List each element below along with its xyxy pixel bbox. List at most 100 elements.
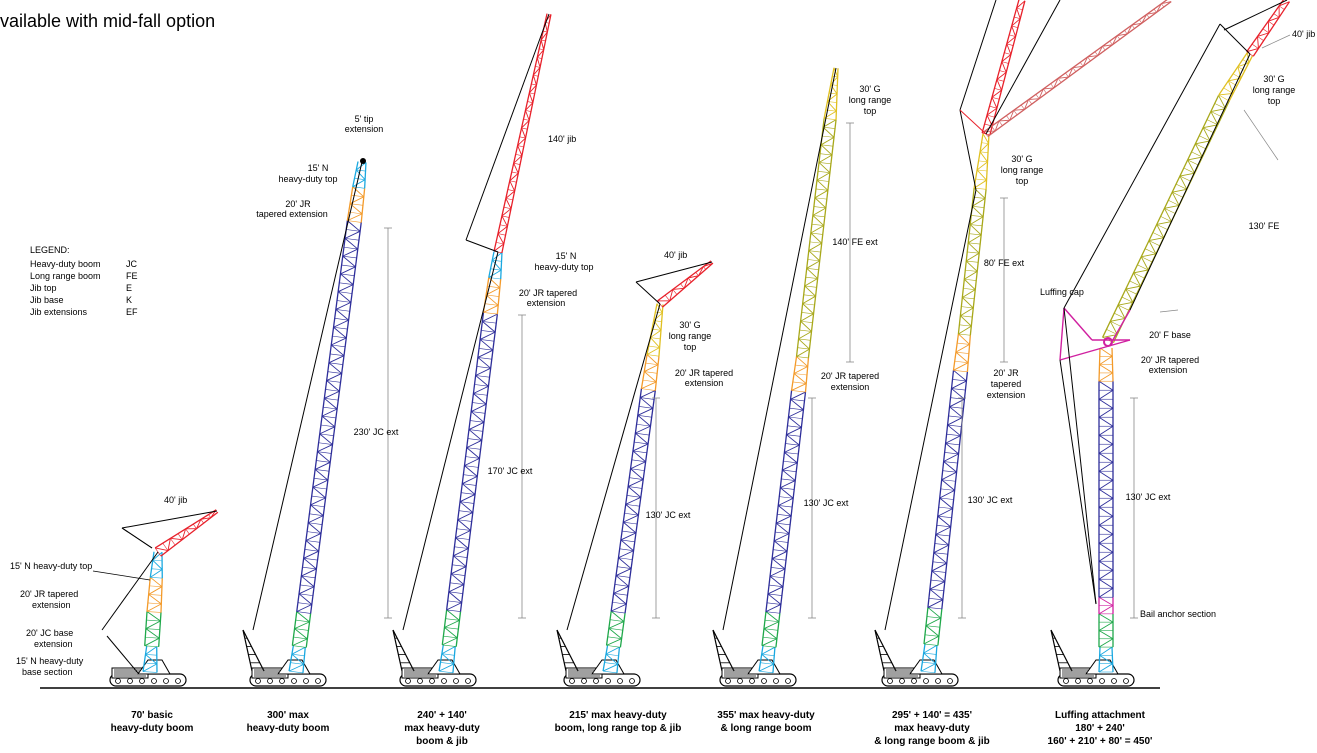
truss-lacing xyxy=(145,646,157,655)
crane-240-140 xyxy=(392,13,552,687)
truss-rung xyxy=(294,628,309,631)
truss-lacing xyxy=(1164,208,1172,222)
truss-lacing xyxy=(949,406,963,418)
jib-pendant xyxy=(121,510,218,529)
truss-rung xyxy=(628,486,643,489)
truss-rung xyxy=(978,160,988,163)
truss-rung xyxy=(771,567,786,570)
truss-chord xyxy=(160,578,163,613)
truss-lacing xyxy=(969,216,984,225)
truss-lacing xyxy=(802,295,816,305)
truss-rung xyxy=(1148,240,1160,247)
truss-lacing xyxy=(321,415,336,428)
truss-lacing xyxy=(305,533,322,541)
truss-rung xyxy=(803,294,816,297)
truss-rung xyxy=(795,364,808,367)
truss-rung xyxy=(624,512,639,516)
truss-lacing xyxy=(298,586,315,595)
label-jib: 140' jib xyxy=(548,134,576,144)
truss-chord xyxy=(149,551,155,578)
truss-rung xyxy=(998,120,1003,126)
crawler-base xyxy=(399,659,477,687)
truss-lacing xyxy=(475,367,491,376)
track-roller xyxy=(569,678,575,684)
truss-lacing xyxy=(955,351,969,364)
track-roller xyxy=(127,678,133,684)
truss-rung xyxy=(1179,175,1191,182)
truss-lacing xyxy=(324,390,340,399)
truss-chord xyxy=(662,262,714,308)
mast xyxy=(392,629,415,672)
tapered-extension xyxy=(1098,347,1114,382)
truss-lacing xyxy=(698,266,704,276)
truss-lacing xyxy=(605,653,619,665)
truss-rung xyxy=(451,573,466,576)
truss-lacing xyxy=(623,521,637,534)
truss-lacing xyxy=(778,497,794,506)
truss-lacing xyxy=(314,461,331,470)
truss-rung xyxy=(318,442,333,445)
truss-rung xyxy=(1016,7,1023,11)
truss-rung xyxy=(762,636,777,640)
truss-rung xyxy=(1172,191,1184,198)
truss-lacing xyxy=(328,355,345,364)
truss-rung xyxy=(177,533,183,540)
truss-lacing xyxy=(328,362,342,374)
truss-lacing xyxy=(1098,380,1114,391)
truss-rung xyxy=(291,653,305,657)
truss-lacing xyxy=(962,289,976,298)
truss-rung xyxy=(980,151,989,153)
truss-lacing xyxy=(1098,613,1114,623)
truss-rung xyxy=(483,312,498,315)
track-roller xyxy=(593,678,599,684)
truss-lacing xyxy=(1098,605,1114,615)
truss-lacing xyxy=(1028,98,1040,101)
truss-lacing xyxy=(150,576,163,588)
truss-rung xyxy=(652,328,662,331)
truss-lacing xyxy=(1098,398,1114,409)
label-tapered: 20' JR tapered xyxy=(20,589,78,599)
truss-rung xyxy=(664,294,670,302)
truss-rung xyxy=(463,474,478,477)
truss-lacing xyxy=(610,610,625,622)
truss-lacing xyxy=(1210,111,1219,126)
truss-lacing xyxy=(1156,224,1165,238)
truss-lacing xyxy=(1099,646,1113,656)
truss-rung xyxy=(786,434,801,437)
truss-lacing xyxy=(1140,256,1149,271)
truss-rung xyxy=(295,619,310,623)
truss-rung xyxy=(970,224,983,227)
base-section xyxy=(142,645,158,673)
truss-lacing xyxy=(618,550,634,559)
truss-lacing xyxy=(784,452,798,464)
tapered-extension xyxy=(146,576,163,613)
truss-rung xyxy=(1110,321,1122,327)
truss-rung xyxy=(492,259,502,262)
truss-lacing xyxy=(1257,32,1269,37)
truss-lacing xyxy=(497,233,505,245)
label-g-3: top xyxy=(864,106,877,116)
truss-lacing xyxy=(1098,621,1114,631)
caption-line: 300' max xyxy=(267,710,309,721)
truss-rung xyxy=(467,438,482,441)
truss-rung xyxy=(488,277,501,280)
truss-lacing xyxy=(1141,14,1148,24)
truss-rung xyxy=(635,432,650,436)
truss-chord xyxy=(302,647,306,673)
truss-lacing xyxy=(1072,65,1084,69)
truss-lacing xyxy=(344,230,361,239)
truss-lacing xyxy=(611,603,627,612)
truss-lacing xyxy=(937,508,953,517)
truss-rung xyxy=(610,619,624,622)
truss-rung xyxy=(301,575,316,579)
base-section xyxy=(758,645,776,674)
truss-rung xyxy=(519,136,526,139)
truss-lacing xyxy=(446,609,460,621)
truss-lacing xyxy=(326,373,342,381)
truss-rung xyxy=(768,584,783,588)
truss-lacing xyxy=(820,144,833,156)
jc-extension-230 xyxy=(296,220,362,614)
truss-rung xyxy=(1087,56,1091,62)
truss-lacing xyxy=(148,594,162,605)
truss-lacing xyxy=(816,179,829,191)
